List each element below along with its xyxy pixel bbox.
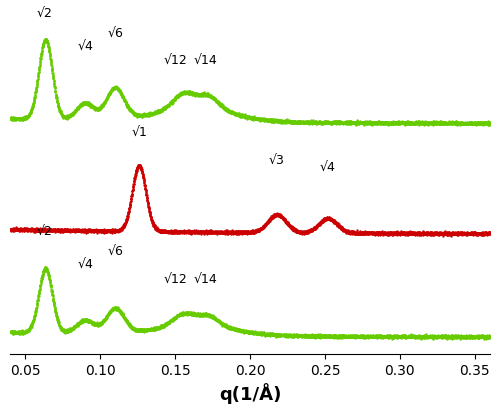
Text: √2: √2 xyxy=(36,7,52,20)
Text: √6: √6 xyxy=(107,26,123,39)
Text: √1: √1 xyxy=(131,126,147,139)
Text: √4: √4 xyxy=(320,161,336,174)
Text: √14: √14 xyxy=(193,272,217,285)
Text: √3: √3 xyxy=(269,154,285,167)
X-axis label: q(1/Å): q(1/Å) xyxy=(219,383,281,404)
Text: √4: √4 xyxy=(77,40,93,53)
Text: √4: √4 xyxy=(77,258,93,271)
Text: √6: √6 xyxy=(107,245,123,258)
Text: √12: √12 xyxy=(163,53,187,67)
Text: √2: √2 xyxy=(36,225,52,238)
Text: √12: √12 xyxy=(163,272,187,285)
Text: √14: √14 xyxy=(193,53,217,67)
